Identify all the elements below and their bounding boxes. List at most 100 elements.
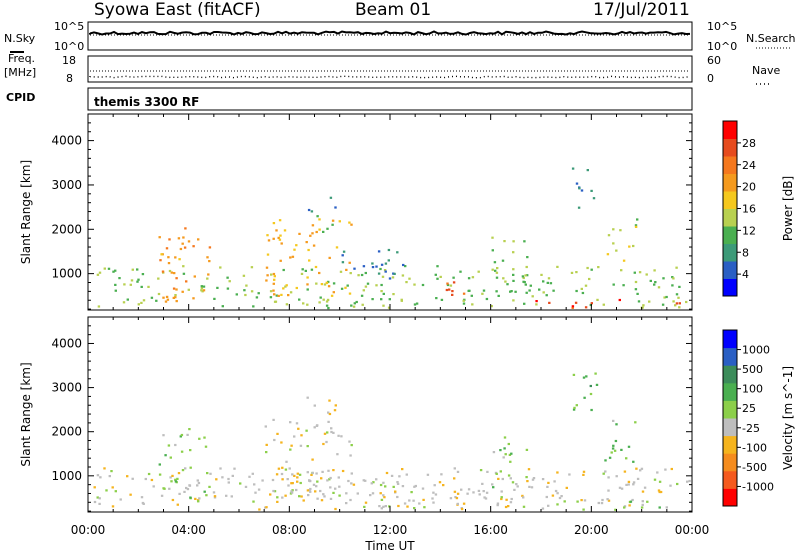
data-cell (627, 445, 631, 448)
data-cell (524, 274, 527, 277)
data-cell (481, 482, 484, 485)
colorbar: 1000 500 100 25 -25 -100 -500 -1000 Velocity [m … (722, 329, 795, 507)
data-cell (606, 498, 609, 501)
data-cell (391, 276, 395, 279)
data-cell (508, 453, 512, 456)
data-cell (165, 295, 169, 298)
data-cell (172, 287, 176, 290)
data-cell (497, 477, 500, 480)
data-cell (98, 497, 101, 500)
data-cell (545, 495, 548, 499)
data-cell (175, 277, 178, 280)
data-cell (289, 256, 292, 259)
data-cell (408, 277, 411, 280)
data-cell (207, 273, 210, 276)
cpid-label: CPID (6, 91, 35, 104)
data-cell (363, 505, 366, 508)
data-cell (414, 484, 417, 488)
data-cell (320, 499, 324, 502)
data-cell (257, 292, 260, 295)
data-cell (112, 270, 115, 273)
x-tick-label: 12:00 (373, 523, 408, 537)
data-cell (360, 273, 364, 277)
data-cell (361, 303, 364, 306)
colorbar-swatch (723, 347, 737, 366)
data-cell (553, 480, 556, 483)
data-cell (312, 244, 316, 247)
data-cell (306, 396, 309, 399)
data-cell (413, 303, 417, 306)
data-cell (674, 304, 677, 307)
data-cell (230, 495, 233, 498)
data-cell (531, 478, 535, 481)
data-cell (394, 490, 397, 493)
data-cell (677, 296, 680, 299)
data-cell (184, 467, 187, 470)
data-cell (170, 480, 173, 483)
data-cell (513, 488, 516, 491)
data-cell (496, 504, 499, 507)
data-cell (266, 234, 269, 237)
data-cell (658, 490, 661, 494)
data-cell (157, 292, 161, 296)
data-cell (526, 480, 529, 483)
data-cell (639, 469, 642, 472)
data-cell (202, 285, 206, 288)
data-cell (525, 265, 528, 269)
data-cell (299, 481, 302, 485)
y-axis-label: Slant Range [km] (19, 160, 33, 264)
data-cell (141, 501, 145, 505)
data-cell (311, 224, 315, 227)
data-cell (325, 281, 328, 284)
data-cell (635, 467, 638, 470)
data-cell (255, 296, 259, 299)
freq-tick-top: 18 (62, 54, 76, 67)
data-cell (338, 494, 341, 497)
data-cell (382, 304, 385, 307)
data-cell (329, 497, 333, 500)
data-cell (348, 440, 351, 443)
data-cell (575, 271, 578, 274)
data-cell (665, 506, 668, 509)
data-cell (289, 291, 293, 294)
data-cell (672, 300, 675, 303)
data-cell (634, 224, 638, 227)
data-cell (387, 306, 391, 309)
data-cell (105, 489, 108, 492)
data-cell (582, 508, 585, 511)
data-cell (661, 303, 665, 306)
data-cell (397, 504, 400, 508)
data-cell (396, 251, 399, 254)
data-cell (314, 265, 318, 269)
data-cell (318, 228, 321, 231)
data-cell (325, 300, 329, 303)
data-cell (432, 491, 435, 494)
data-cell (348, 221, 351, 224)
data-cell (219, 467, 222, 470)
data-cell (98, 502, 101, 505)
data-cell (581, 291, 585, 295)
data-cell (675, 293, 679, 296)
nsky-tick-top: 10^5 (54, 20, 84, 33)
data-cell (307, 248, 310, 252)
data-cell (392, 272, 395, 275)
data-cell (629, 500, 633, 503)
data-cell (174, 256, 177, 259)
data-cell (322, 442, 325, 446)
data-cell (136, 268, 139, 271)
data-cell (439, 275, 442, 278)
data-cell (506, 283, 509, 286)
data-cell (340, 287, 344, 290)
data-cell (208, 246, 212, 249)
data-cell (500, 496, 503, 499)
data-cell (103, 467, 106, 470)
data-cell (311, 232, 314, 235)
data-cell (501, 477, 504, 481)
data-cell (401, 468, 404, 471)
data-cell (514, 290, 517, 293)
data-cell (321, 470, 324, 473)
data-cell (339, 270, 343, 273)
data-cell (615, 249, 618, 252)
data-cell (98, 271, 102, 274)
data-cell (168, 238, 171, 241)
